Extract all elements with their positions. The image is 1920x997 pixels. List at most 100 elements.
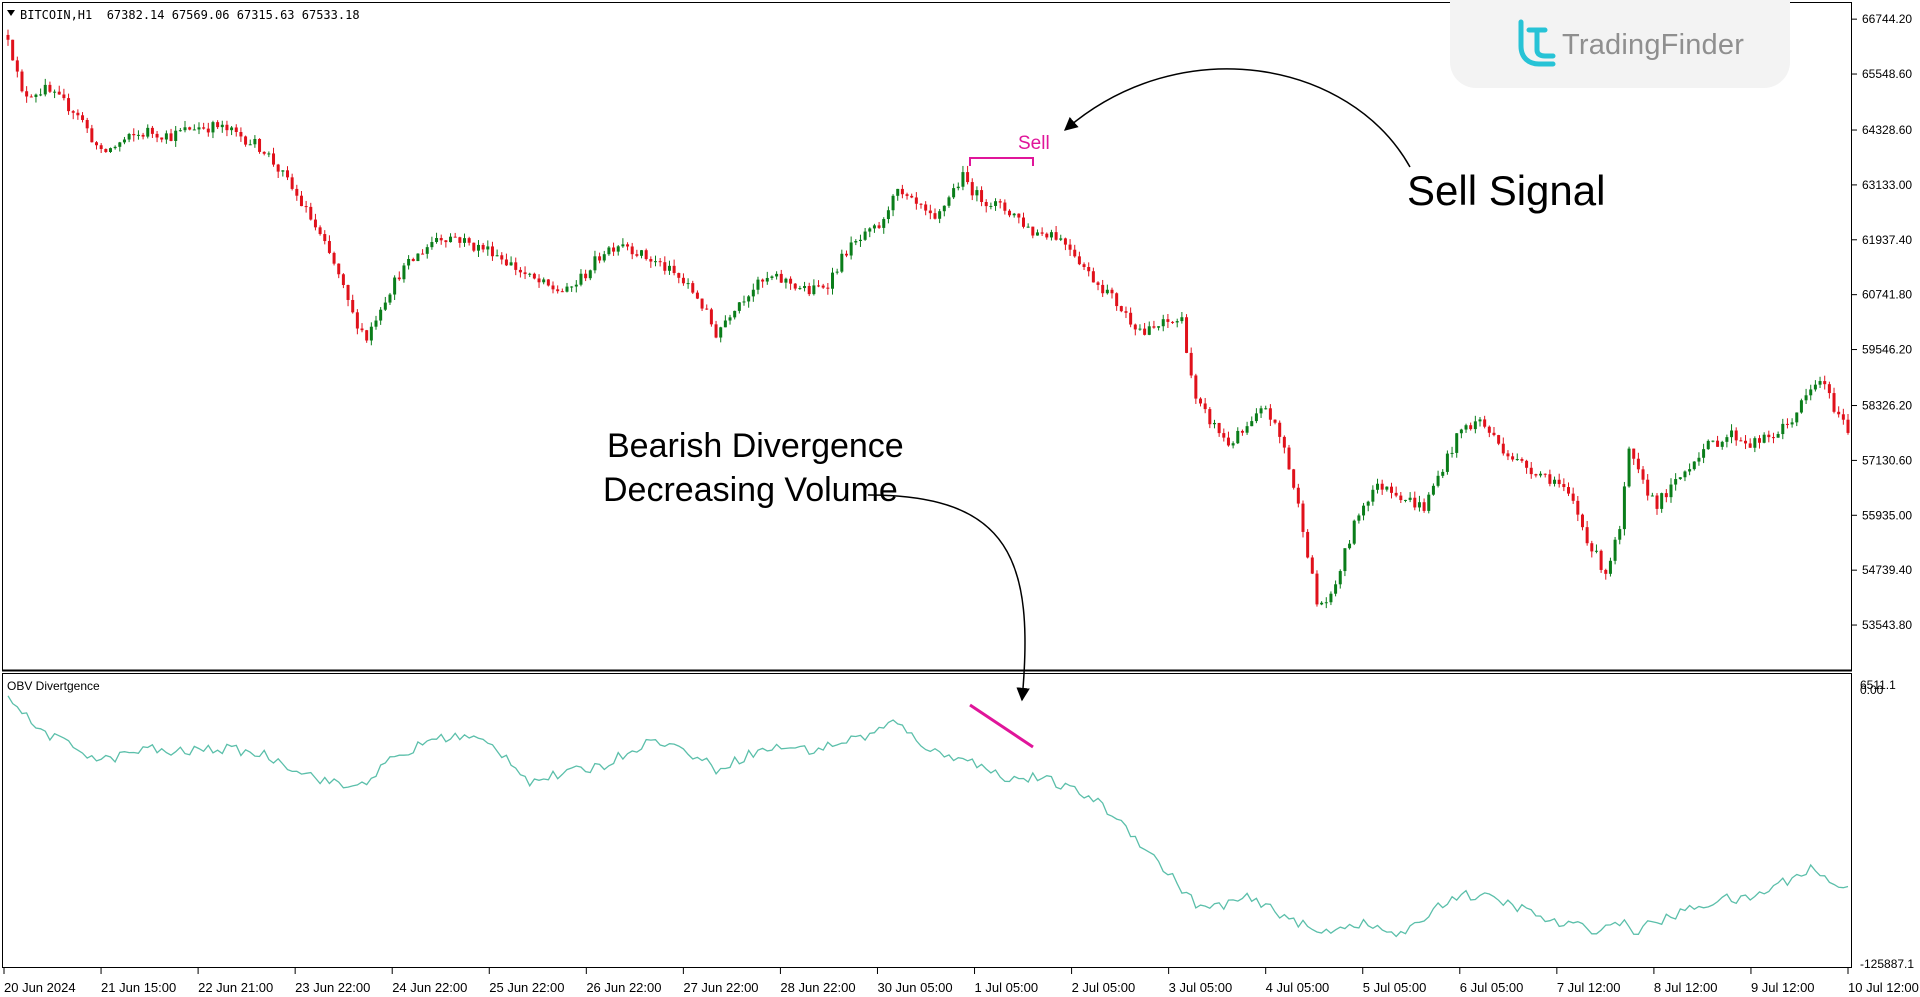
candle	[1483, 415, 1487, 429]
candle	[1152, 320, 1156, 329]
symbol-dropdown-icon[interactable]	[7, 10, 15, 16]
candle	[458, 236, 462, 248]
price-tick-label: 59546.20	[1862, 343, 1912, 357]
candle	[1674, 473, 1678, 491]
candle	[1171, 321, 1175, 324]
candle	[1576, 496, 1580, 522]
indicator-title: OBV Divertgence	[7, 679, 100, 693]
candle	[1348, 539, 1352, 550]
candle	[872, 223, 876, 233]
candle	[1534, 473, 1538, 478]
candle	[1180, 311, 1184, 324]
candle	[1329, 591, 1333, 606]
candle	[980, 186, 984, 207]
candle	[900, 184, 904, 199]
candle	[34, 93, 38, 103]
candle	[272, 147, 276, 167]
candle	[891, 194, 895, 217]
symbol-header: BITCOIN,H1 67382.14 67569.06 67315.63 67…	[20, 8, 360, 22]
candle	[546, 279, 550, 287]
candle	[1413, 491, 1417, 511]
candle	[1371, 485, 1375, 506]
candle	[379, 307, 383, 325]
candle	[1147, 321, 1151, 336]
candle	[626, 242, 630, 251]
candle	[1716, 435, 1720, 447]
candle	[25, 86, 29, 103]
candle	[1306, 529, 1310, 559]
candle	[1422, 498, 1426, 513]
candle	[374, 315, 378, 330]
candle	[840, 249, 844, 274]
candle	[1497, 434, 1501, 446]
candle	[230, 126, 234, 136]
candle	[942, 205, 946, 217]
candle	[136, 130, 140, 140]
candle	[160, 137, 164, 143]
candle	[1389, 482, 1393, 499]
candle	[733, 310, 737, 320]
candle	[174, 125, 178, 147]
candle	[407, 255, 411, 270]
sell-marker	[969, 157, 1034, 166]
candle	[574, 280, 578, 293]
candle	[1525, 459, 1529, 474]
candle	[211, 120, 215, 139]
candle	[48, 81, 52, 94]
candle	[1445, 450, 1449, 475]
candle	[295, 184, 299, 201]
candle	[332, 251, 336, 266]
candle	[85, 117, 89, 133]
candle	[905, 192, 909, 200]
candle	[1105, 284, 1109, 295]
candle	[1827, 381, 1831, 399]
candle	[1133, 323, 1137, 336]
candle	[1338, 569, 1342, 589]
candle	[1548, 469, 1552, 487]
candle	[1599, 549, 1603, 573]
candle	[1771, 432, 1775, 444]
candle	[104, 148, 108, 153]
candle	[164, 130, 168, 144]
time-tick-label: 30 Jun 05:00	[877, 980, 952, 995]
candle	[1087, 262, 1091, 277]
candle	[933, 208, 937, 220]
candle	[1664, 489, 1668, 503]
candle	[579, 269, 583, 287]
candle	[1478, 416, 1482, 427]
candle	[1301, 500, 1305, 538]
time-tick-label: 5 Jul 05:00	[1363, 980, 1427, 995]
sell-signal-arrow	[1063, 68, 1411, 168]
candle	[1203, 397, 1207, 414]
candle	[886, 206, 890, 224]
candle	[779, 269, 783, 283]
price-tick-label: 60741.80	[1862, 288, 1912, 302]
candle	[234, 124, 238, 137]
candle	[914, 192, 918, 210]
candle	[989, 202, 993, 210]
candle	[663, 256, 667, 275]
candle	[1315, 570, 1319, 607]
candle	[197, 122, 201, 135]
candle	[155, 130, 159, 143]
candle	[775, 271, 779, 280]
candle	[76, 109, 80, 120]
candle	[1441, 469, 1445, 479]
candle	[1776, 431, 1780, 438]
price-tick-label: 65548.60	[1862, 67, 1912, 81]
candle	[1692, 461, 1696, 471]
candle	[416, 253, 420, 262]
candle	[99, 143, 103, 154]
candle	[285, 166, 289, 181]
candle	[1832, 387, 1836, 414]
candle	[863, 227, 867, 241]
candle	[1324, 597, 1328, 609]
candle	[178, 128, 182, 132]
candle	[970, 178, 974, 201]
candle	[341, 273, 345, 289]
candle	[439, 234, 443, 245]
candle	[1781, 418, 1785, 440]
candle	[6, 29, 10, 46]
candle	[542, 277, 546, 285]
candle	[938, 209, 942, 224]
